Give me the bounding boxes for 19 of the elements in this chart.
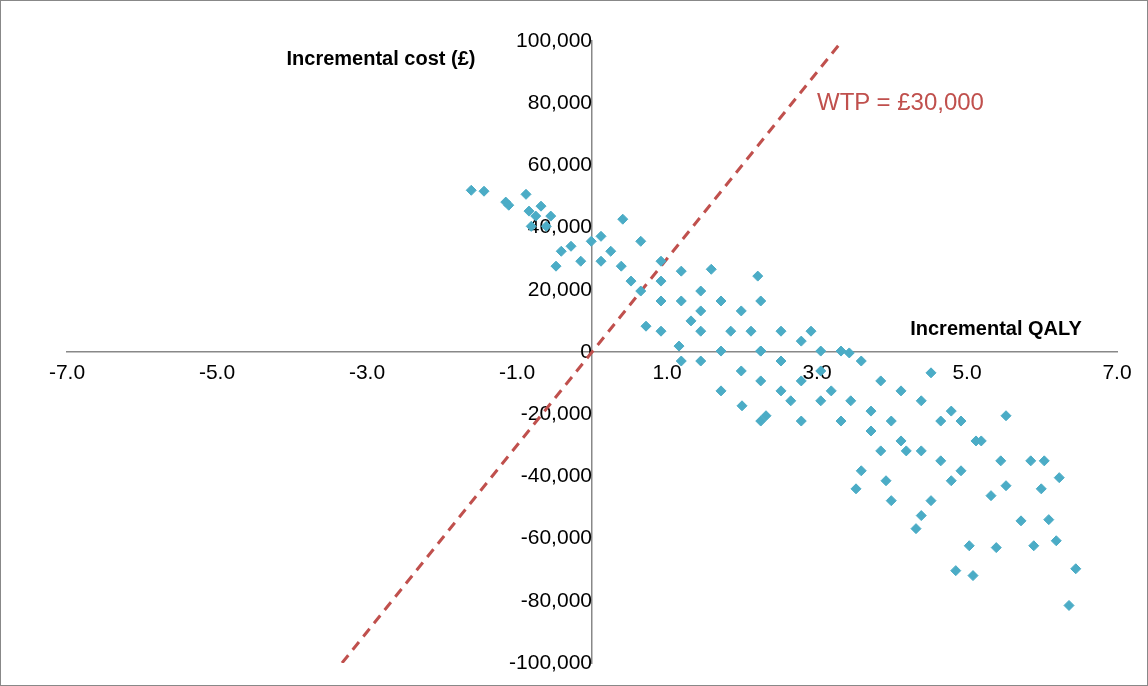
y-tick-label: 80,000: [527, 90, 592, 113]
x-tick-label: 1.0: [652, 360, 682, 384]
y-tick-label: -100,000: [509, 649, 592, 673]
y-tick-label: 60,000: [527, 152, 592, 176]
x-axis-title: Incremental QALY: [909, 317, 1083, 340]
series-label: WTP = £30,000: [816, 87, 984, 115]
x-tick-label: 5.0: [952, 360, 982, 384]
x-tick-label: 7.0: [1102, 360, 1132, 384]
x-tick-label: -1.0: [498, 360, 536, 384]
y-tick-label: -80,000: [520, 587, 592, 611]
x-tick-label: -7.0: [48, 360, 86, 384]
y-tick-label: 20,000: [527, 276, 592, 300]
x-tick-label: -5.0: [198, 360, 236, 384]
y-tick-label: -60,000: [520, 525, 592, 549]
y-tick-label: -20,000: [520, 401, 592, 424]
y-axis-title: Incremental cost (£): [285, 47, 477, 70]
y-tick-label: 100,000: [516, 27, 592, 51]
x-tick-label: -3.0: [348, 360, 386, 384]
y-tick-label: -40,000: [520, 463, 592, 487]
